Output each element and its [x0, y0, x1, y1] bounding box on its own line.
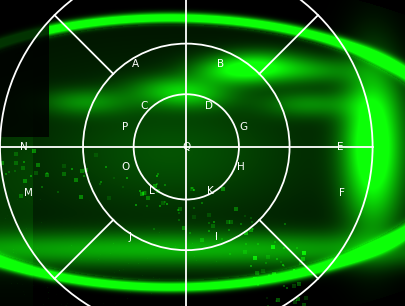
Text: P: P — [122, 122, 129, 132]
Text: M: M — [24, 188, 33, 198]
Text: I: I — [215, 232, 218, 242]
Text: L: L — [149, 186, 155, 196]
Text: C: C — [140, 101, 147, 110]
Text: Q: Q — [182, 142, 190, 152]
Text: K: K — [207, 186, 214, 196]
Text: F: F — [339, 188, 345, 198]
Text: O: O — [122, 162, 130, 172]
Text: J: J — [128, 232, 131, 242]
Text: N: N — [20, 142, 28, 152]
Text: D: D — [205, 101, 213, 110]
Text: E: E — [337, 142, 343, 152]
Text: H: H — [237, 162, 245, 172]
Text: A: A — [132, 59, 139, 69]
Text: G: G — [239, 122, 247, 132]
Text: B: B — [217, 59, 224, 69]
